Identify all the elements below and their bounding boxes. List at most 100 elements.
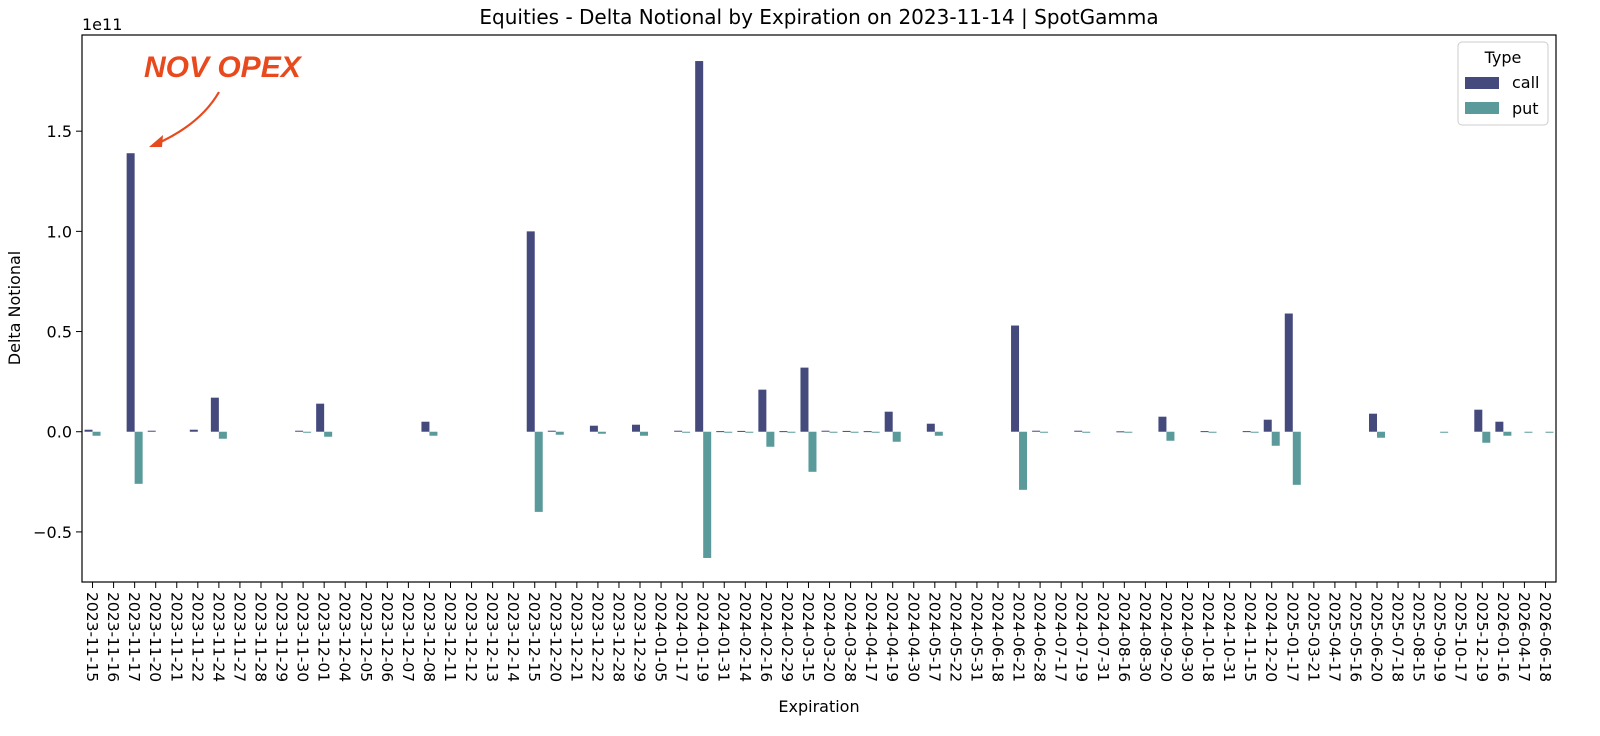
x-tick-label: 2023-12-01 — [315, 592, 333, 682]
bar-call-2024-10-18 — [1200, 431, 1209, 433]
x-tick-label: 2024-04-17 — [862, 592, 880, 682]
bar-call-2024-08-16 — [1116, 431, 1125, 433]
x-tick-label: 2025-01-17 — [1283, 592, 1301, 682]
bar-call-2024-03-28 — [842, 430, 851, 432]
bar-put-2024-04-19 — [892, 431, 901, 442]
bar-put-2024-02-29 — [787, 431, 796, 433]
x-tick-label: 2025-07-18 — [1389, 592, 1407, 682]
x-tick-label: 2024-02-14 — [736, 592, 754, 682]
x-tick-label: 2023-12-12 — [462, 592, 480, 682]
x-tick-label: 2023-12-08 — [420, 592, 438, 682]
bar-call-2024-02-16 — [758, 389, 767, 432]
annotation-arrowhead — [149, 135, 163, 147]
bar-put-2025-06-20 — [1377, 431, 1386, 438]
y-tick-label: 1.5 — [47, 122, 72, 141]
bar-put-2023-12-01 — [324, 431, 333, 437]
y-tick-label: −0.5 — [33, 523, 72, 542]
x-tick-label: 2025-09-19 — [1431, 592, 1449, 682]
x-ticks: 2023-11-15 2023-11-16 2023-11-17 2023-11-20… — [83, 582, 1554, 682]
bar-put-2023-12-29 — [640, 431, 649, 436]
bar-put-2023-12-15 — [534, 431, 543, 512]
bar-call-2023-12-15 — [526, 231, 535, 432]
bar-put-2024-10-18 — [1208, 431, 1217, 433]
bar-call-2023-12-22 — [589, 425, 598, 432]
x-tick-label: 2025-03-21 — [1304, 592, 1322, 682]
bar-call-2025-06-20 — [1369, 413, 1378, 432]
x-tick-label: 2023-12-04 — [336, 592, 354, 682]
y-ticks: −0.5 0.0 0.5 1.0 1.5 — [33, 122, 82, 542]
x-tick-label: 2024-09-20 — [1157, 592, 1175, 682]
bar-call-2025-12-19 — [1474, 409, 1483, 432]
bar-put-2024-06-28 — [1040, 431, 1049, 433]
x-tick-label: 2023-11-29 — [273, 592, 291, 682]
x-tick-label: 2024-06-18 — [988, 592, 1006, 682]
bar-call-2024-07-19 — [1074, 430, 1083, 432]
bar-call-2024-12-20 — [1263, 419, 1272, 432]
x-tick-label: 2023-11-22 — [188, 592, 206, 682]
x-tick-label: 2023-12-13 — [483, 592, 501, 682]
bar-call-2024-09-20 — [1158, 416, 1167, 432]
legend: Type call put — [1457, 41, 1549, 126]
x-tick-label: 2024-06-28 — [1031, 592, 1049, 682]
bar-put-2024-02-14 — [745, 431, 754, 433]
bar-put-2023-12-22 — [597, 431, 606, 434]
bar-call-2023-11-22 — [189, 429, 198, 432]
x-tick-label: 2024-03-28 — [841, 592, 859, 682]
x-tick-label: 2023-11-30 — [294, 592, 312, 682]
bar-put-2024-03-15 — [808, 431, 817, 472]
bars-layer — [84, 61, 1554, 558]
legend-swatch-call — [1465, 77, 1499, 89]
bar-call-2023-12-01 — [316, 403, 325, 432]
x-tick-label: 2024-01-19 — [694, 592, 712, 682]
x-tick-label: 2023-12-06 — [378, 592, 396, 682]
chart-title: Equities - Delta Notional by Expiration … — [479, 5, 1158, 29]
x-tick-label: 2023-11-24 — [209, 592, 227, 682]
bar-put-2023-11-17 — [134, 431, 143, 484]
x-tick-label: 2023-12-07 — [399, 592, 417, 682]
annotation-text: NOV OPEX — [144, 51, 303, 84]
bar-call-2025-01-17 — [1284, 313, 1293, 432]
x-tick-label: 2024-03-15 — [799, 592, 817, 682]
bar-call-2024-01-31 — [716, 431, 725, 433]
x-tick-label: 2024-05-17 — [925, 592, 943, 682]
legend-swatch-put — [1465, 102, 1499, 114]
bar-put-2023-12-08 — [429, 431, 438, 436]
x-tick-label: 2024-07-17 — [1052, 592, 1070, 682]
x-tick-label: 2024-07-19 — [1073, 592, 1091, 682]
bar-call-2023-11-15 — [84, 429, 93, 432]
plot-frame — [81, 34, 1557, 583]
x-tick-label: 2023-12-28 — [609, 592, 627, 682]
bar-put-2024-04-17 — [871, 431, 880, 433]
x-tick-label: 2024-06-21 — [1010, 592, 1028, 682]
bar-call-2024-04-17 — [863, 431, 872, 433]
x-tick-label: 2024-08-30 — [1136, 592, 1154, 682]
bar-put-2024-02-16 — [766, 431, 775, 447]
x-tick-label: 2023-11-27 — [230, 592, 248, 682]
annotation: NOV OPEX — [144, 51, 303, 147]
x-tick-label: 2024-11-15 — [1241, 592, 1259, 682]
x-tick-label: 2023-12-29 — [631, 592, 649, 682]
x-tick-label: 2026-01-16 — [1494, 592, 1512, 682]
bar-call-2024-03-15 — [800, 367, 809, 432]
x-tick-label: 2025-10-17 — [1452, 592, 1470, 682]
bar-put-2025-09-19 — [1440, 431, 1449, 433]
x-tick-label: 2024-05-31 — [967, 592, 985, 682]
x-tick-label: 2023-11-20 — [146, 592, 164, 682]
x-tick-label: 2023-11-28 — [251, 592, 269, 682]
x-tick-label: 2024-08-16 — [1115, 592, 1133, 682]
x-tick-label: 2024-01-05 — [652, 592, 670, 682]
x-tick-label: 2023-12-15 — [525, 592, 543, 682]
x-tick-label: 2024-09-30 — [1178, 592, 1196, 682]
x-tick-label: 2024-10-18 — [1199, 592, 1217, 682]
x-tick-label: 2023-11-21 — [167, 592, 185, 682]
x-tick-label: 2024-05-22 — [946, 592, 964, 682]
bar-call-2024-02-29 — [779, 431, 788, 433]
x-tick-label: 2024-07-31 — [1094, 592, 1112, 682]
x-tick-label: 2023-12-14 — [504, 592, 522, 682]
y-axis-label: Delta Notional — [5, 251, 24, 365]
x-tick-label: 2024-02-29 — [778, 592, 796, 682]
bar-put-2024-03-28 — [850, 431, 859, 433]
x-tick-label: 2026-04-17 — [1515, 592, 1533, 682]
bar-call-2026-01-16 — [1495, 421, 1504, 432]
bar-put-2024-01-19 — [703, 431, 712, 558]
